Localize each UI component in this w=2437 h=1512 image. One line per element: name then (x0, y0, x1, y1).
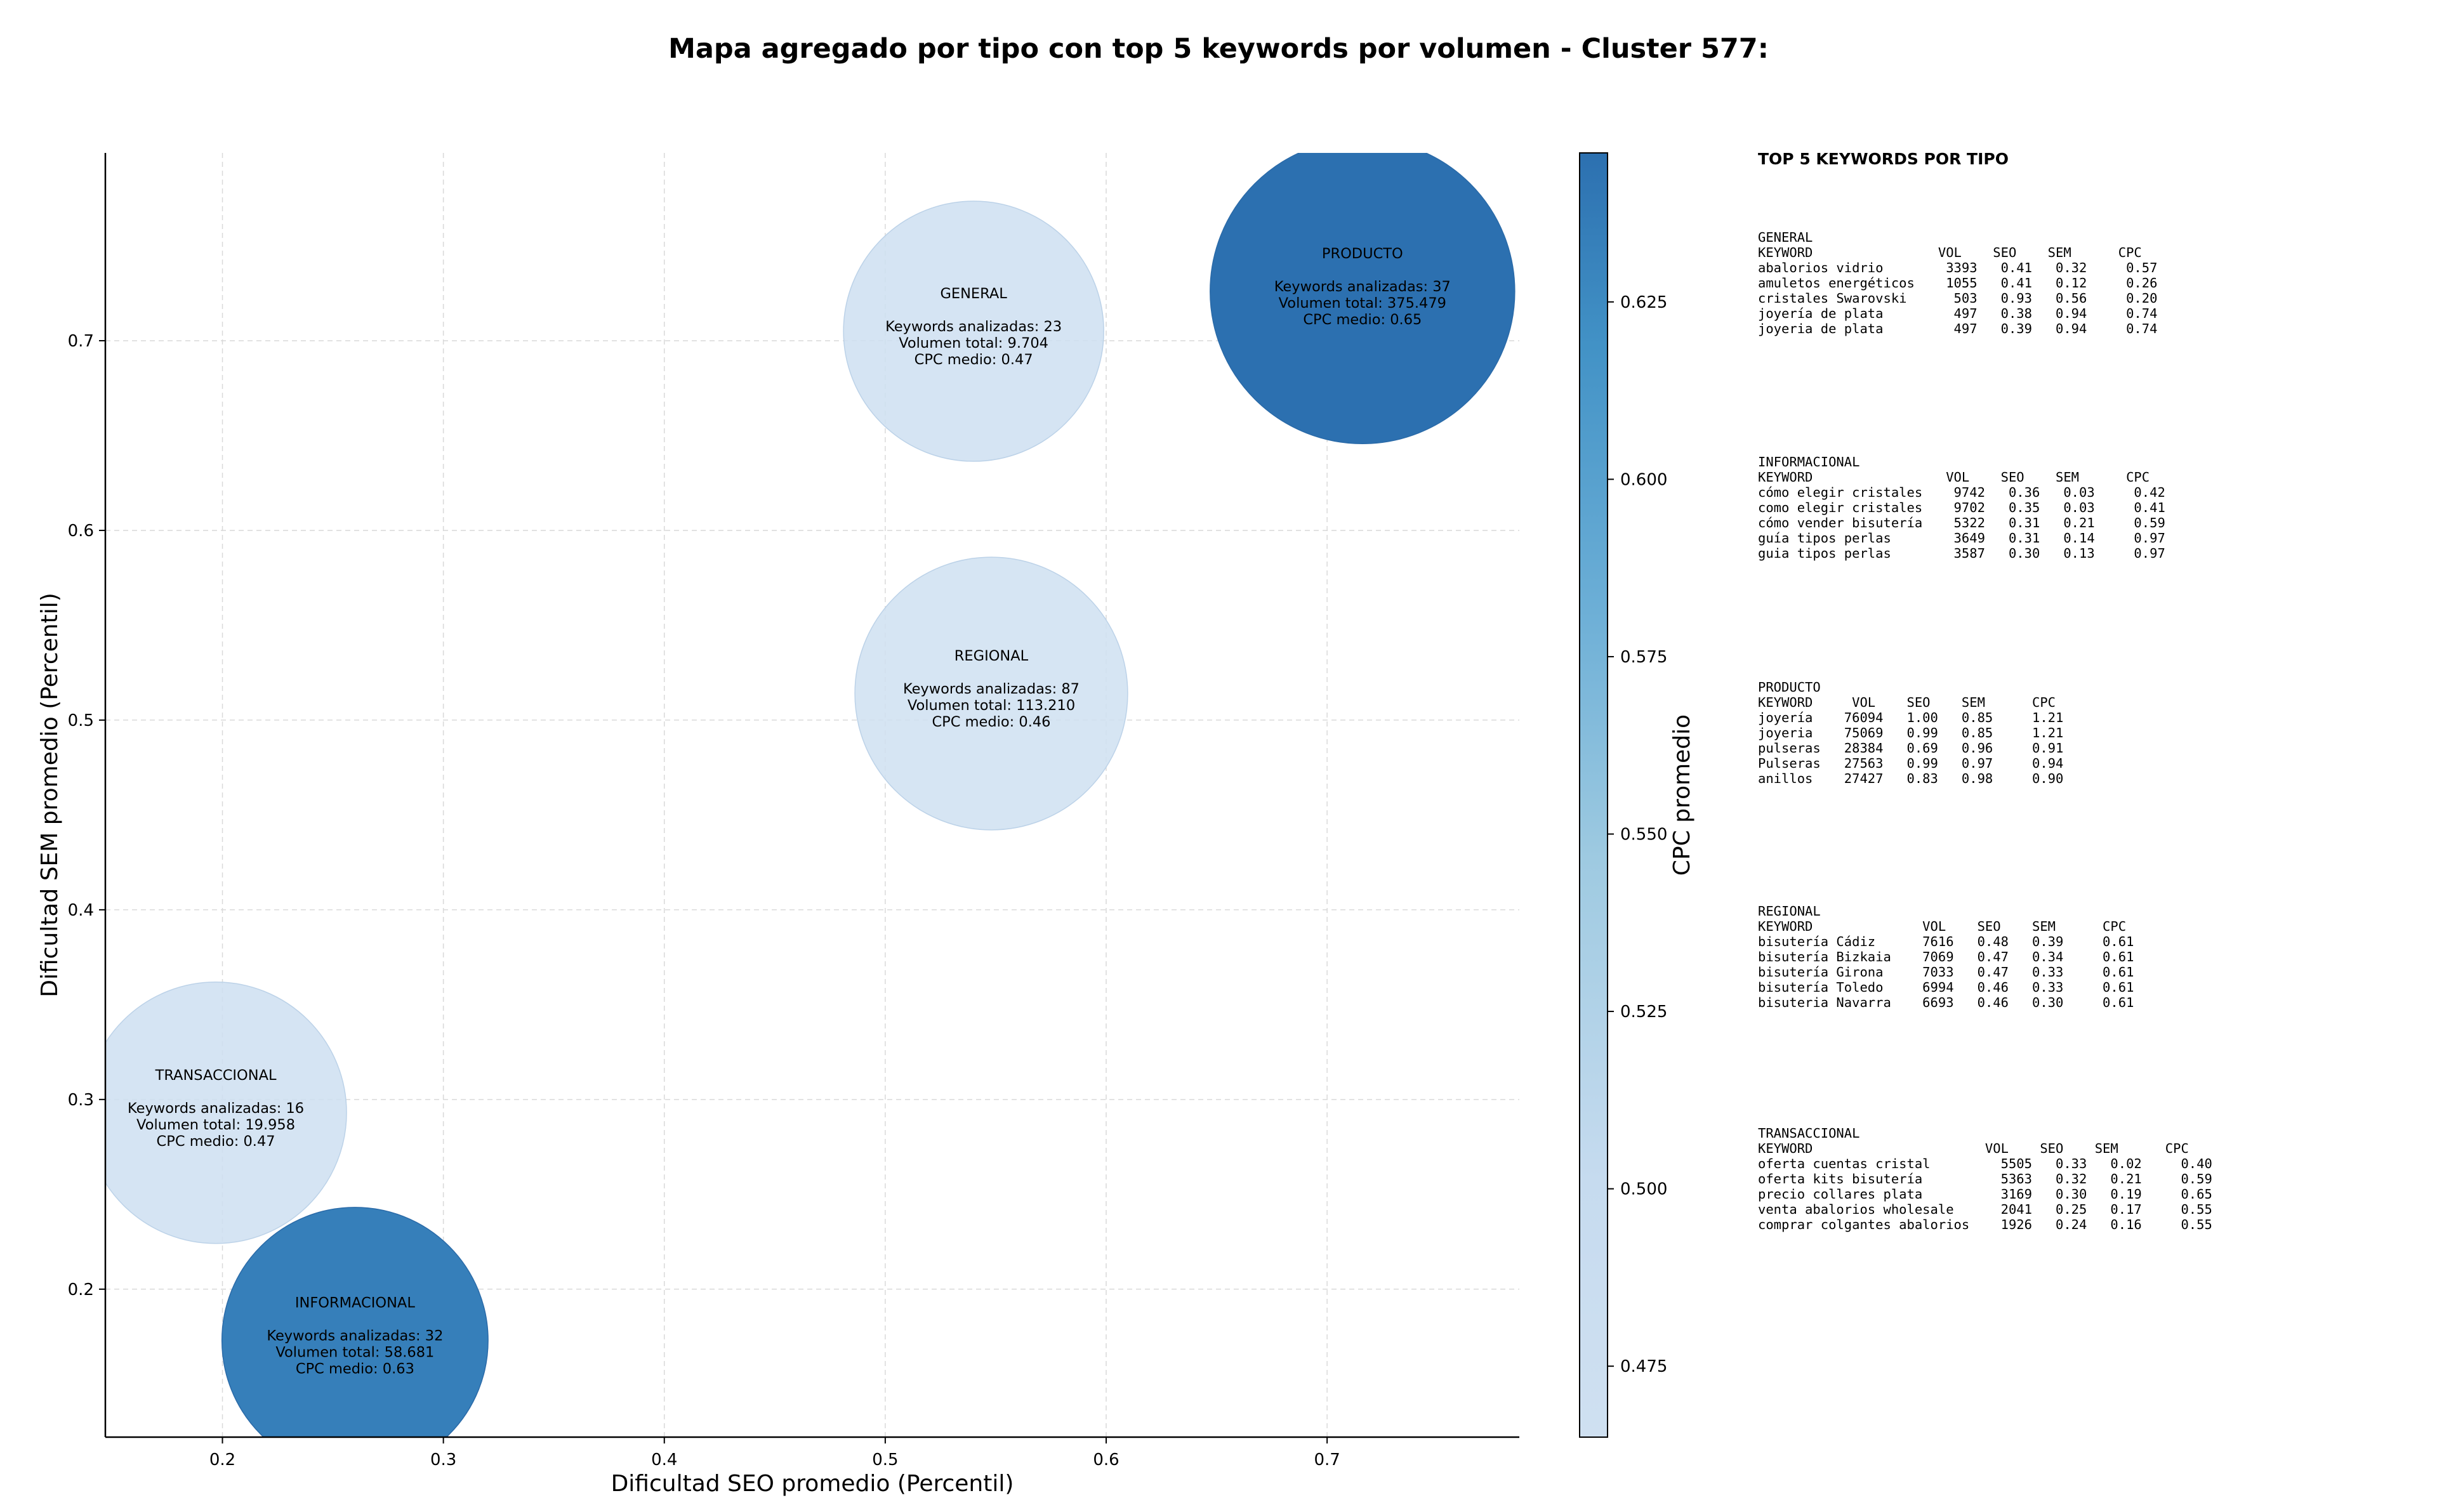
bubble-label-volumen: Volumen total: 9.704 (899, 335, 1048, 352)
bubble-label-cpc: CPC medio: 0.63 (296, 1361, 414, 1377)
bubble-label-keywords: Keywords analizadas: 23 (885, 319, 1062, 335)
bubble-label-name: PRODUCTO (1322, 246, 1403, 262)
keyword-row: joyería 76094 1.00 0.85 1.21 (1758, 710, 2064, 725)
bubble-label-cpc: CPC medio: 0.65 (1303, 312, 1422, 328)
keyword-row: comprar colgantes abalorios 1926 0.24 0.… (1758, 1217, 2212, 1232)
colorbar-ticks: 0.475 0.500 0.525 0.550 0.575 0.600 0.625 (1608, 293, 1667, 1376)
y-tick-label: 0.2 (68, 1280, 94, 1299)
bubble-label-volumen: Volumen total: 113.210 (908, 697, 1075, 714)
keyword-row: cómo vender bisutería 5322 0.31 0.21 0.5… (1758, 515, 2165, 530)
keyword-block-transaccional: TRANSACCIONAL KEYWORD VOL SEO SEM CPC ofer… (1758, 1126, 2212, 1232)
block-column-header: KEYWORD VOL SEO SEM CPC (1758, 1141, 2189, 1156)
keyword-row: bisutería Bizkaia 7069 0.47 0.34 0.61 (1758, 949, 2134, 964)
bubble-label-volumen: Volumen total: 58.681 (275, 1344, 434, 1361)
keyword-row: anillos 27427 0.83 0.98 0.90 (1758, 771, 2064, 786)
bubble-label-cpc: CPC medio: 0.47 (157, 1133, 275, 1150)
block-column-header: KEYWORD VOL SEO SEM CPC (1758, 695, 2056, 710)
keyword-row: guía tipos perlas 3649 0.31 0.14 0.97 (1758, 530, 2165, 546)
x-tick-label: 0.5 (872, 1450, 898, 1469)
colorbar-tick-label: 0.525 (1620, 1003, 1667, 1022)
bubble-label-keywords: Keywords analizadas: 87 (903, 681, 1080, 697)
x-tick-label: 0.7 (1314, 1450, 1340, 1469)
keyword-row: bisutería Girona 7033 0.47 0.33 0.61 (1758, 964, 2134, 980)
bubble-label-name: INFORMACIONAL (295, 1295, 415, 1311)
keyword-block-regional: REGIONAL KEYWORD VOL SEO SEM CPC bisutería… (1758, 904, 2134, 1010)
keyword-row: joyeria 75069 0.99 0.85 1.21 (1758, 725, 2064, 740)
bubble-label-name: GENERAL (940, 286, 1007, 302)
keyword-row: bisutería Toledo 6994 0.46 0.33 0.61 (1758, 980, 2134, 995)
keyword-row: venta abalorios wholesale 2041 0.25 0.17… (1758, 1202, 2212, 1217)
bubbles (105, 153, 1516, 1437)
y-tick-label: 0.7 (68, 332, 94, 351)
keyword-row: abalorios vidrio 3393 0.41 0.32 0.57 (1758, 260, 2158, 275)
block-heading: GENERAL (1758, 230, 1813, 245)
x-tick-label: 0.4 (651, 1450, 677, 1469)
y-tick-label: 0.6 (68, 522, 94, 541)
keyword-row: oferta kits bisutería 5363 0.32 0.21 0.5… (1758, 1171, 2212, 1187)
keyword-block-general: GENERAL KEYWORD VOL SEO SEM CPC abalorios … (1758, 230, 2157, 336)
bubble-label-keywords: Keywords analizadas: 16 (128, 1100, 304, 1117)
y-tick-label: 0.4 (68, 901, 94, 920)
colorbar-gradient (1579, 152, 1608, 1438)
bubble-informacional (221, 1207, 489, 1437)
block-heading: PRODUCTO (1758, 680, 1821, 695)
keyword-row: Pulseras 27563 0.99 0.97 0.94 (1758, 756, 2064, 771)
block-heading: TRANSACCIONAL (1758, 1126, 1860, 1141)
bubble-label-keywords: Keywords analizadas: 32 (267, 1328, 443, 1344)
bubble-label-volumen: Volumen total: 375.479 (1279, 295, 1446, 312)
x-tick-label: 0.2 (209, 1450, 235, 1469)
axes (104, 153, 1519, 1438)
y-axis-label: Dificultad SEM promedio (Percentil) (37, 593, 63, 997)
bubble-regional (854, 556, 1128, 831)
keyword-block-informacional: INFORMACIONAL KEYWORD VOL SEO SEM CPC cómo… (1758, 454, 2165, 561)
tick-labels: 0.2 0.3 0.4 0.5 0.6 0.7 0.2 0.3 0.4 0.5 0.6 0.7 (68, 332, 1340, 1469)
keyword-row: bisuteria Navarra 6693 0.46 0.30 0.61 (1758, 995, 2134, 1010)
colorbar-label: CPC promedio (1669, 714, 1695, 876)
keyword-row: pulseras 28384 0.69 0.96 0.91 (1758, 740, 2064, 756)
keyword-row: joyeria de plata 497 0.39 0.94 0.74 (1758, 321, 2158, 336)
keyword-row: guia tipos perlas 3587 0.30 0.13 0.97 (1758, 546, 2165, 561)
colorbar-tick-label: 0.575 (1620, 648, 1667, 667)
y-tick-label: 0.5 (68, 711, 94, 730)
x-tick-label: 0.3 (430, 1450, 456, 1469)
colorbar-tick-label: 0.625 (1620, 293, 1667, 312)
x-tick-label: 0.6 (1093, 1450, 1119, 1469)
panel-title: TOP 5 KEYWORDS POR TIPO (1758, 150, 2009, 168)
x-axis-label: Dificultad SEO promedio (Percentil) (611, 1471, 1014, 1497)
bubble-label-keywords: Keywords analizadas: 37 (1274, 279, 1451, 295)
block-heading: REGIONAL (1758, 904, 1821, 919)
block-heading: INFORMACIONAL (1758, 454, 1860, 470)
block-column-header: KEYWORD VOL SEO SEM CPC (1758, 470, 2150, 485)
keyword-row: cristales Swarovski 503 0.93 0.56 0.20 (1758, 291, 2158, 306)
bubble-general (843, 201, 1104, 462)
keyword-block-producto: PRODUCTO KEYWORD VOL SEO SEM CPC joyería 7… (1758, 680, 2063, 786)
bubble-label-volumen: Volumen total: 19.958 (136, 1117, 295, 1133)
bubble-label-cpc: CPC medio: 0.47 (915, 352, 1033, 368)
colorbar-tick-label: 0.475 (1620, 1357, 1667, 1376)
block-column-header: KEYWORD VOL SEO SEM CPC (1758, 245, 2142, 260)
colorbar-tick-label: 0.500 (1620, 1180, 1667, 1199)
colorbar-tick-label: 0.600 (1620, 470, 1667, 489)
keyword-row: bisutería Cádiz 7616 0.48 0.39 0.61 (1758, 934, 2134, 949)
bubble-label-cpc: CPC medio: 0.46 (932, 714, 1050, 730)
bubble-label-name: TRANSACCIONAL (155, 1067, 277, 1084)
keyword-row: precio collares plata 3169 0.30 0.19 0.6… (1758, 1187, 2212, 1202)
keyword-row: oferta cuentas cristal 5505 0.33 0.02 0.… (1758, 1156, 2212, 1171)
bubble-label-name: REGIONAL (954, 648, 1029, 664)
bubble-transaccional (105, 982, 347, 1244)
keyword-row: cómo elegir cristales 9742 0.36 0.03 0.4… (1758, 485, 2165, 500)
keyword-row: como elegir cristales 9702 0.35 0.03 0.4… (1758, 500, 2165, 515)
y-tick-label: 0.3 (68, 1091, 94, 1110)
keyword-row: joyería de plata 497 0.38 0.94 0.74 (1758, 306, 2158, 321)
colorbar: 0.475 0.500 0.525 0.550 0.575 0.600 0.625 CPC … (1579, 152, 1695, 1438)
colorbar-tick-label: 0.550 (1620, 825, 1667, 845)
bubble-producto (1210, 153, 1516, 444)
block-column-header: KEYWORD VOL SEO SEM CPC (1758, 919, 2127, 934)
chart-title: Mapa agregado por tipo con top 5 keyword… (668, 33, 1769, 65)
keyword-row: amuletos energéticos 1055 0.41 0.12 0.26 (1758, 275, 2158, 291)
